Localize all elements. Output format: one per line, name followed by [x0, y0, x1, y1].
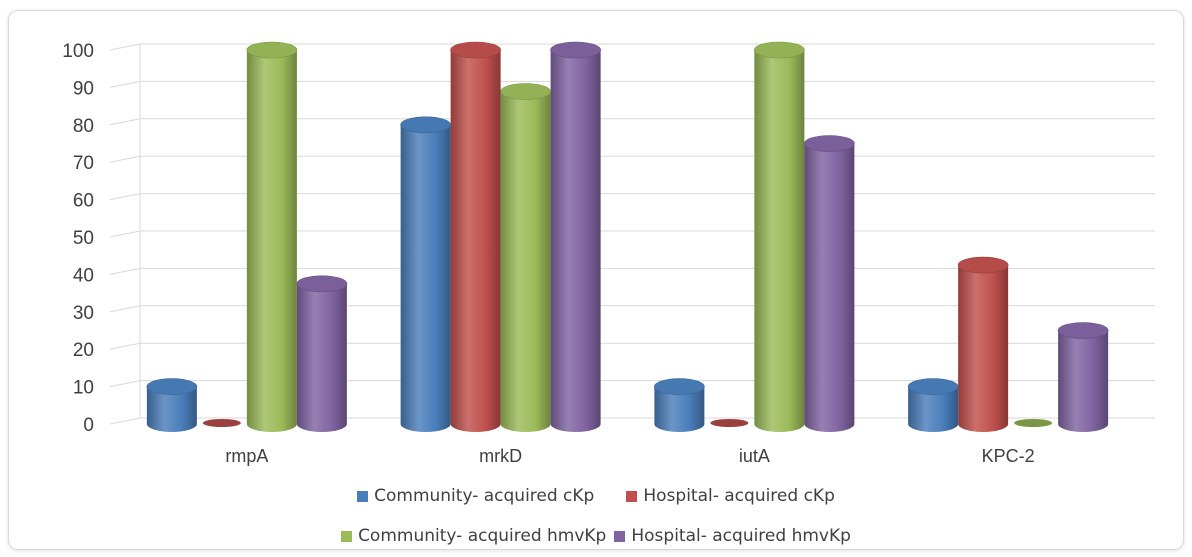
bar-body [500, 91, 551, 432]
category-group: rmpA [146, 41, 348, 466]
legend-label: Hospital- acquired cKp [643, 486, 835, 506]
y-tick-label: 0 [83, 415, 94, 436]
bar [1057, 322, 1109, 432]
y-tick-label: 30 [73, 303, 94, 324]
bar [957, 256, 1009, 432]
bar-body [246, 50, 297, 432]
x-tick-label: KPC-2 [982, 446, 1035, 466]
category-group: iutA [654, 41, 855, 466]
bar-zero-disc [1014, 419, 1053, 427]
bar-body [146, 386, 197, 432]
bar-body [550, 50, 601, 432]
x-tick-label: rmpA [225, 446, 268, 466]
bar-top [550, 41, 601, 59]
y-tick-label: 40 [73, 265, 94, 286]
legend-label: Community- acquired hmvKp [358, 526, 607, 546]
x-tick-label: mrkD [479, 446, 522, 466]
bar [754, 41, 805, 432]
legend-swatch-icon [626, 490, 638, 502]
bar-top [957, 256, 1009, 274]
bar-body [654, 386, 705, 432]
bar-top [296, 275, 348, 293]
legend-item-community-ckp: Community- acquired cKp [357, 486, 594, 506]
y-tick-label: 10 [73, 378, 94, 399]
bar-body [754, 50, 805, 432]
bar [907, 378, 959, 432]
legend-swatch-icon [341, 530, 353, 542]
y-tick-label: 100 [62, 41, 94, 62]
bar-body [296, 283, 347, 432]
bar-top [1057, 322, 1109, 339]
legend-row-1: Community- acquired cKp Hospital- acquir… [0, 486, 1192, 506]
bar-zero-disc [710, 419, 749, 427]
legend-item-hospital-ckp: Hospital- acquired cKp [626, 486, 835, 506]
legend-row-2: Community- acquired hmvKp Hospital- acqu… [0, 526, 1192, 546]
bar-top [246, 41, 298, 59]
bar-top [754, 41, 805, 59]
bar-top [907, 378, 959, 395]
bar-body [958, 265, 1009, 432]
y-tick-label: 70 [73, 153, 94, 174]
bar [296, 275, 348, 432]
y-tick-label: 50 [73, 228, 94, 249]
bar-body [908, 386, 959, 432]
bar-top [654, 378, 705, 395]
bar [202, 419, 241, 427]
bar-top [450, 41, 501, 59]
bar [246, 41, 298, 432]
bar-body [450, 50, 501, 432]
bar [500, 83, 551, 432]
bar-top [804, 135, 855, 152]
category-group: KPC-2 [907, 256, 1109, 466]
bar-body [804, 143, 855, 432]
y-tick-label: 20 [73, 340, 94, 361]
legend-label: Hospital- acquired hmvKp [631, 526, 851, 546]
bar [146, 378, 198, 432]
legend-swatch-icon [614, 530, 626, 542]
category-group: mrkD [400, 41, 601, 466]
x-tick-label: iutA [739, 446, 770, 466]
bar [710, 419, 749, 427]
legend-item-hospital-hmvkp: Hospital- acquired hmvKp [614, 526, 851, 546]
bar-top [146, 378, 198, 395]
bar-zero-disc [202, 419, 241, 427]
bar-body [400, 124, 451, 433]
bar-top [500, 83, 551, 100]
legend-item-community-hmvkp: Community- acquired hmvKp [341, 526, 606, 546]
bar [1014, 419, 1053, 427]
legend-swatch-icon [357, 490, 369, 502]
bar [654, 378, 705, 432]
legend-label: Community- acquired cKp [374, 486, 595, 506]
bar [550, 41, 601, 432]
y-tick-label: 90 [73, 78, 94, 99]
bar [804, 135, 855, 432]
bar [450, 41, 501, 432]
bar-top [400, 116, 451, 134]
bar-body [1058, 330, 1109, 432]
y-tick-label: 60 [73, 191, 94, 212]
bar [400, 116, 451, 433]
y-tick-label: 80 [73, 116, 94, 137]
